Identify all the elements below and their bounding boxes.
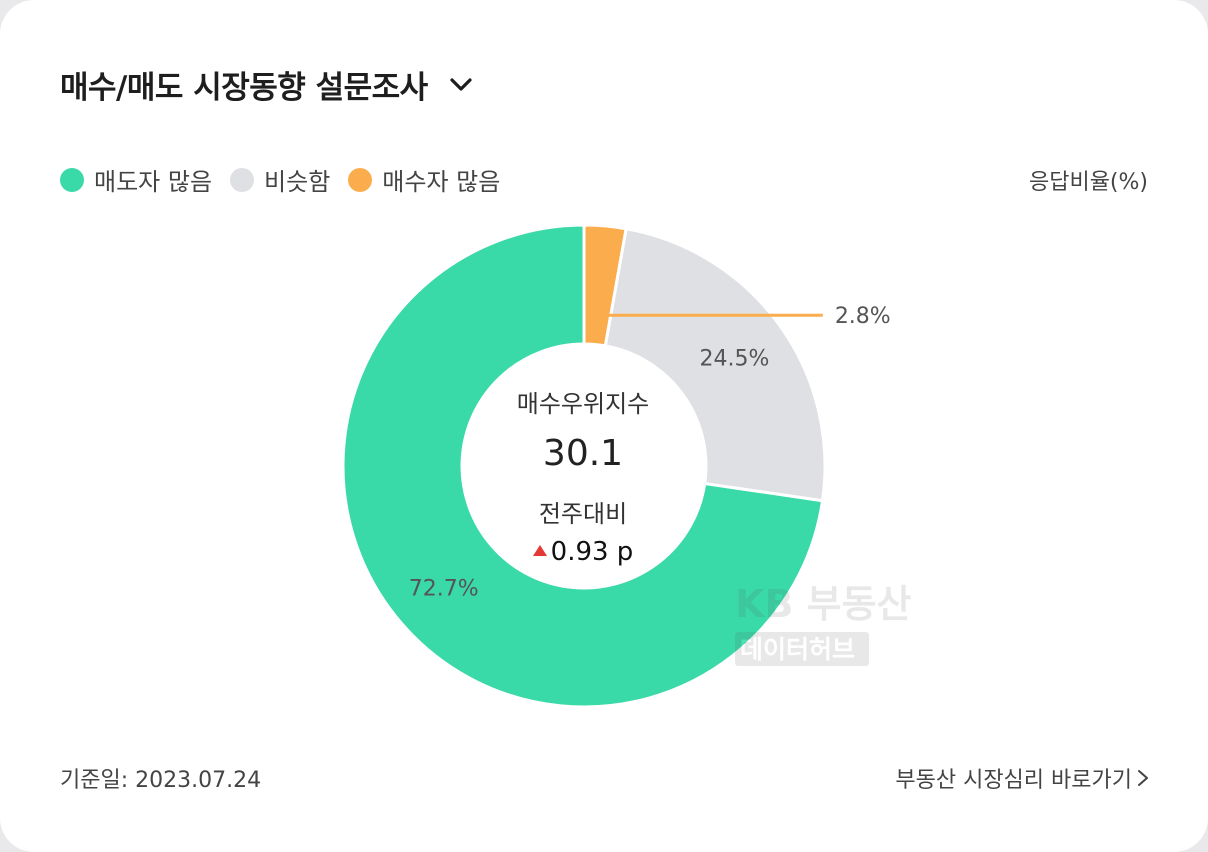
change-row: 0.93 p bbox=[463, 537, 703, 567]
center-summary: 매수우위지수 30.1 전주대비 0.93 p bbox=[463, 376, 703, 567]
legend-item-sellers: 매도자 많음 bbox=[60, 162, 212, 197]
compare-label: 전주대비 bbox=[538, 500, 628, 528]
change-value: 0.93 p bbox=[550, 537, 634, 567]
link-label: 부동산 시장심리 바로가기 bbox=[895, 768, 1132, 793]
slice-similar[interactable] bbox=[603, 226, 827, 503]
donut-labels: 2.8% 24.5% 72.7% bbox=[409, 304, 891, 601]
card-header: 매수/매도 시장동향 설문조사 bbox=[60, 62, 474, 107]
legend-dot-similar bbox=[230, 167, 255, 192]
up-triangle-icon bbox=[532, 544, 547, 556]
watermark-line1: KB 부동산 bbox=[735, 582, 912, 626]
index-value: 30.1 bbox=[542, 433, 624, 474]
label-buyers-more: 2.8% bbox=[835, 304, 891, 329]
watermark-box bbox=[735, 632, 869, 666]
slice-sellers-more[interactable] bbox=[341, 223, 825, 709]
label-sellers-more: 72.7% bbox=[409, 576, 479, 601]
chevron-right-icon bbox=[1138, 770, 1148, 786]
market-sentiment-link[interactable]: 부동산 시장심리 바로가기 bbox=[895, 762, 1150, 794]
legend-label: 매수자 많음 bbox=[382, 168, 501, 196]
legend-item-similar: 비슷함 bbox=[230, 162, 330, 197]
chevron-down-icon[interactable] bbox=[448, 72, 474, 98]
base-date: 기준일: 2023.07.24 bbox=[60, 768, 262, 793]
legend-label: 비슷함 bbox=[264, 168, 331, 196]
unit-label: 응답비율(%) bbox=[1028, 170, 1148, 195]
legend-dot-buyers bbox=[348, 167, 373, 192]
kb-watermark: KB 부동산 데이터허브 bbox=[735, 582, 912, 666]
chart-legend: 매도자 많음 비슷함 매수자 많음 bbox=[60, 162, 518, 197]
legend-item-buyers: 매수자 많음 bbox=[348, 162, 500, 197]
index-label: 매수우위지수 bbox=[516, 390, 650, 418]
legend-dot-sellers bbox=[60, 167, 84, 192]
legend-label: 매도자 많음 bbox=[94, 168, 213, 196]
card-title: 매수/매도 시장동향 설문조사 bbox=[60, 70, 428, 106]
donut-slices bbox=[341, 223, 827, 709]
watermark-line2: 데이터허브 bbox=[740, 635, 855, 664]
label-similar: 24.5% bbox=[699, 346, 769, 371]
